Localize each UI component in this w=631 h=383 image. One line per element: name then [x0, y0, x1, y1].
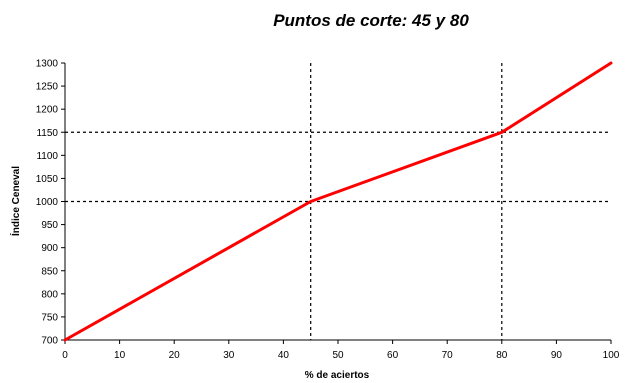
x-tick-label: 60: [387, 350, 399, 361]
axes: [61, 62, 612, 344]
x-tick-label: 40: [278, 350, 290, 361]
y-tick-label: 1300: [36, 59, 59, 70]
x-tick-label: 70: [442, 350, 454, 361]
x-tick-label: 0: [62, 350, 68, 361]
y-tick-label: 850: [41, 266, 58, 277]
x-tick-label: 80: [496, 350, 508, 361]
y-tick-label: 1100: [36, 151, 58, 162]
y-tick-label: 1150: [36, 128, 58, 139]
y-tick-label: 950: [41, 220, 58, 231]
chart-title: Puntos de corte: 45 y 80: [273, 11, 469, 30]
y-tick-label: 1200: [36, 105, 59, 116]
x-tick-label: 100: [603, 350, 620, 361]
series-layer: [63, 61, 613, 342]
tick-labels: 7007508008509009501000105011001150120012…: [36, 59, 620, 362]
y-tick-label: 1250: [36, 82, 59, 93]
x-tick-label: 90: [551, 350, 563, 361]
y-tick-label: 1000: [36, 197, 59, 208]
y-tick-label: 900: [41, 243, 58, 254]
x-tick-label: 50: [332, 350, 344, 361]
x-tick-label: 10: [114, 350, 126, 361]
x-tick-label: 30: [223, 350, 235, 361]
y-tick-label: 1050: [36, 174, 59, 185]
y-axis-label: Índice Ceneval: [9, 166, 22, 236]
x-tick-label: 20: [169, 350, 181, 361]
y-tick-label: 800: [41, 289, 58, 300]
x-axis-label: % de aciertos: [305, 370, 370, 381]
y-tick-label: 700: [41, 336, 58, 347]
y-tick-label: 750: [41, 312, 58, 323]
series-line: [63, 61, 613, 342]
reference-lines: [65, 63, 611, 340]
